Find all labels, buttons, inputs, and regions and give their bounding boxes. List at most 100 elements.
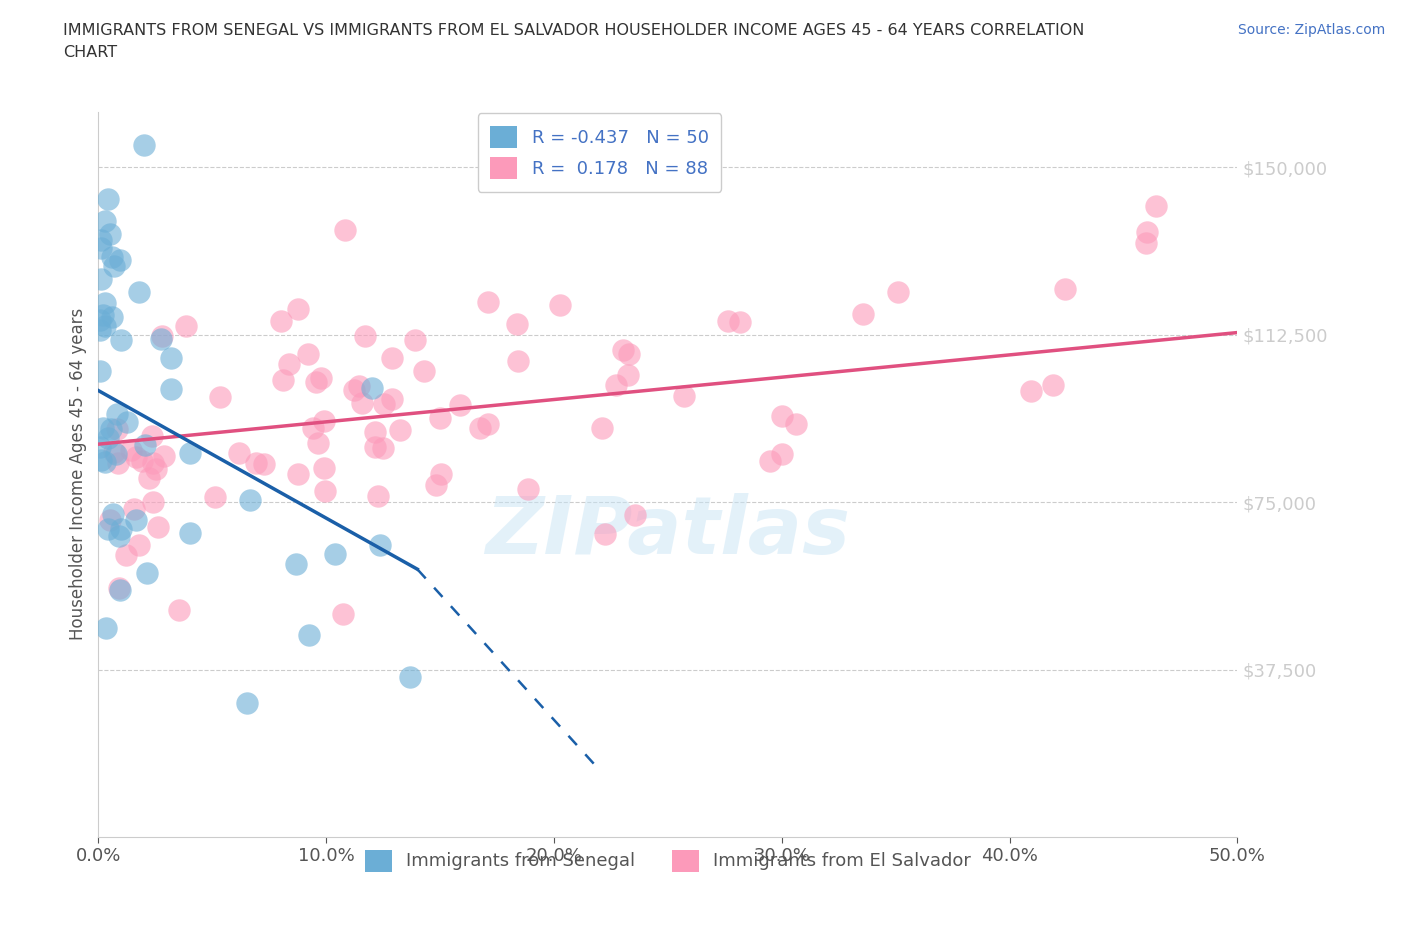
Point xyxy=(94,295,117,310)
Point xyxy=(430,467,453,482)
Point xyxy=(228,445,250,460)
Point xyxy=(617,368,640,383)
Point xyxy=(150,328,173,343)
Point xyxy=(94,214,117,229)
Point xyxy=(364,439,387,454)
Point xyxy=(1054,282,1077,297)
Point xyxy=(287,301,309,316)
Point xyxy=(103,259,125,273)
Point xyxy=(101,309,124,324)
Point xyxy=(110,333,132,348)
Point xyxy=(284,557,307,572)
Point xyxy=(468,420,491,435)
Point xyxy=(167,602,190,617)
Point xyxy=(429,411,451,426)
Point xyxy=(148,519,170,534)
Point xyxy=(506,316,529,331)
Point xyxy=(141,429,163,444)
Point xyxy=(312,461,335,476)
Point xyxy=(717,314,740,329)
Point xyxy=(134,437,156,452)
Point xyxy=(297,347,319,362)
Point xyxy=(108,580,131,595)
Point xyxy=(309,370,332,385)
Point xyxy=(90,452,112,467)
Point xyxy=(593,527,616,542)
Point xyxy=(277,356,299,371)
Point xyxy=(204,490,226,505)
Point xyxy=(134,138,156,153)
Point xyxy=(131,454,153,469)
Point xyxy=(94,620,117,635)
Point xyxy=(759,453,782,468)
Point xyxy=(159,351,181,365)
Point xyxy=(307,436,329,451)
Point xyxy=(110,521,132,536)
Point xyxy=(179,445,201,460)
Point xyxy=(314,484,336,498)
Point xyxy=(623,508,645,523)
Point xyxy=(105,421,128,436)
Point xyxy=(404,333,426,348)
Point xyxy=(343,382,366,397)
Point xyxy=(98,227,121,242)
Point xyxy=(120,443,142,458)
Point xyxy=(361,380,384,395)
Point xyxy=(122,501,145,516)
Point xyxy=(364,425,387,440)
Point xyxy=(508,353,530,368)
Point xyxy=(128,538,150,553)
Point xyxy=(114,548,136,563)
Point xyxy=(253,457,276,472)
Point xyxy=(325,547,347,562)
Point xyxy=(97,522,120,537)
Point xyxy=(425,478,447,493)
Point xyxy=(612,343,634,358)
Point xyxy=(371,441,394,456)
Point xyxy=(591,420,613,435)
Point xyxy=(101,249,124,264)
Point xyxy=(105,406,128,421)
Point xyxy=(389,422,412,437)
Point xyxy=(97,431,120,445)
Point xyxy=(94,455,117,470)
Point xyxy=(1135,236,1157,251)
Point xyxy=(98,513,121,528)
Point xyxy=(159,381,181,396)
Point xyxy=(381,351,404,365)
Point xyxy=(142,456,165,471)
Point xyxy=(89,439,111,454)
Point xyxy=(115,414,138,429)
Point xyxy=(101,507,124,522)
Text: CHART: CHART xyxy=(63,45,117,60)
Point xyxy=(89,312,111,327)
Point xyxy=(90,241,112,256)
Point xyxy=(89,322,111,337)
Point xyxy=(1135,225,1157,240)
Point xyxy=(110,253,132,268)
Point xyxy=(619,346,641,361)
Point xyxy=(179,525,201,540)
Point xyxy=(152,448,174,463)
Y-axis label: Householder Income Ages 45 - 64 years: Householder Income Ages 45 - 64 years xyxy=(69,308,87,641)
Legend: Immigrants from Senegal, Immigrants from El Salvador: Immigrants from Senegal, Immigrants from… xyxy=(357,843,979,879)
Point xyxy=(333,222,356,237)
Point xyxy=(305,375,328,390)
Point xyxy=(373,397,395,412)
Point xyxy=(287,466,309,481)
Point xyxy=(367,488,389,503)
Point xyxy=(174,318,197,333)
Point xyxy=(1042,378,1064,392)
Point xyxy=(887,285,910,299)
Point xyxy=(312,414,335,429)
Point xyxy=(91,420,114,435)
Point xyxy=(770,409,793,424)
Point xyxy=(236,696,259,711)
Point xyxy=(728,314,751,329)
Point xyxy=(477,295,499,310)
Text: Source: ZipAtlas.com: Source: ZipAtlas.com xyxy=(1237,23,1385,37)
Point xyxy=(271,372,294,387)
Point xyxy=(150,332,173,347)
Point xyxy=(239,493,262,508)
Point xyxy=(270,313,292,328)
